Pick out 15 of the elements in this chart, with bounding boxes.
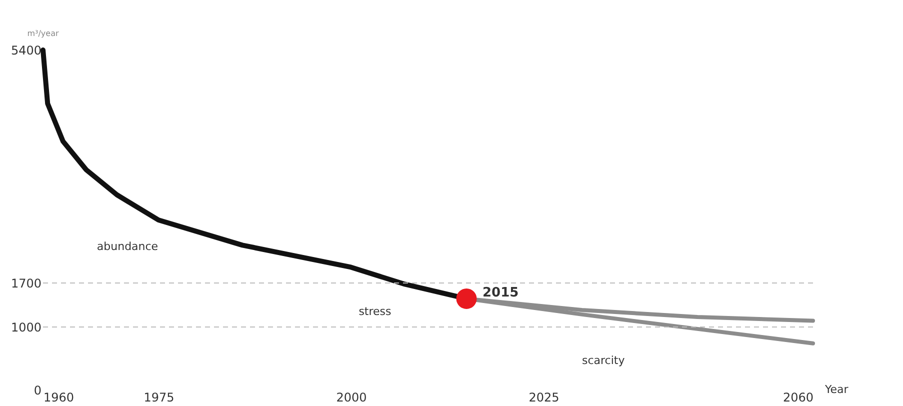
y-tick-label: 1000 [10,320,42,335]
y-axis-title: m³/year [27,29,60,38]
x-tick-label: 1960 [44,390,74,404]
x-tick-label: 2060 [782,390,814,404]
x-tick-label: 2000 [336,390,367,404]
annotation: scarcity [582,354,626,368]
x-axis-title: Year [824,383,849,396]
x-tick-label: 1975 [144,390,174,404]
annotation: stress [358,304,392,318]
y-tick-label: 0 [34,384,42,398]
y-tick-label: 5400 [10,44,42,58]
annotation: 2015 [482,286,519,301]
x-tick-label: 2025 [528,390,560,404]
annotation: abundance [96,240,158,254]
y-tick-label: 1700 [10,276,42,290]
